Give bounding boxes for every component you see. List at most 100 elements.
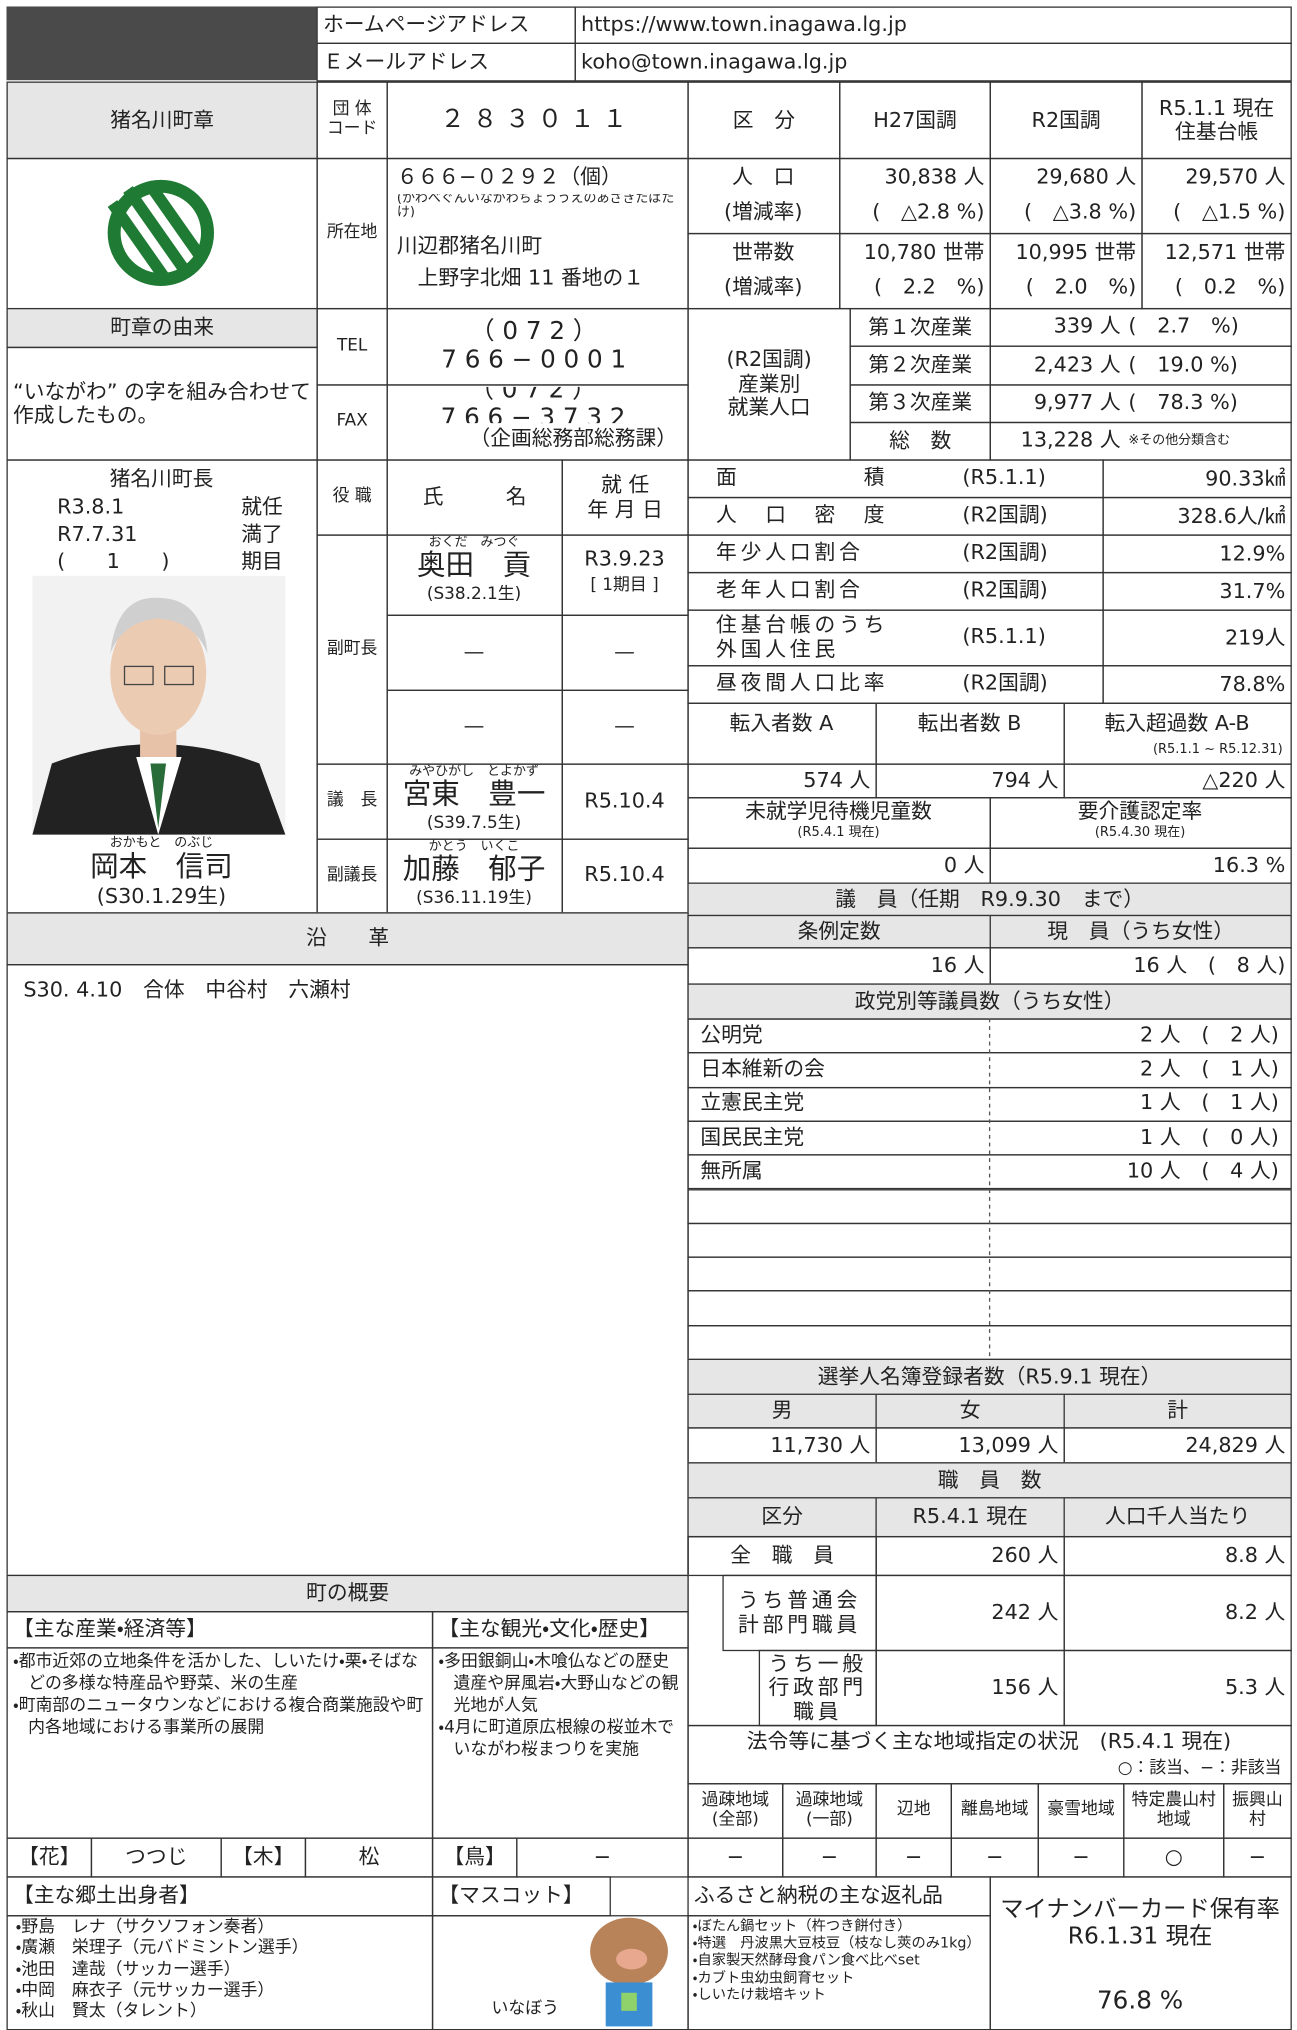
values: 13,099 人 [875,1427,1065,1464]
headers: 計 [1063,1393,1292,1429]
stats: 老年人口割合 [715,577,864,603]
cell [687,1188,1292,1224]
tel: （072）766−0001 [386,307,689,386]
terms: 就任 [241,494,283,520]
title: 政党別等議員数（うち女性） [687,983,1292,1020]
email: koho@town.inagawa.lg.jp [574,42,1292,82]
headers: 転入者数 A [729,710,834,735]
stats: (R2国調) [962,577,1048,603]
role: 副議長 [316,838,388,914]
date: — [614,713,635,738]
date: (R5.4.1 現在) [797,825,880,841]
birth: (S39.7.5生) [426,813,522,834]
title: 議 員（任期 R9.9.30 まで） [687,882,1292,917]
list-item: ・廣瀬 栄理子（元バドミントン選手） [15,1938,309,1959]
name: — [463,638,485,664]
rows: 全 職 員 [687,1535,877,1577]
list-item: ・ぼたん鍋セット（杵つき餅付き） [692,1917,912,1935]
title: 猪名川町長 [109,465,214,491]
rows: 第２次産業 [849,345,991,385]
headers: R5.1.1 現在 住基台帳 [1141,81,1292,160]
rows: 8.8 人 [1063,1535,1292,1577]
industry-label: 【主な産業・経済等】 [6,1611,434,1649]
list-item: ・中岡 麻衣子（元サッカー選手） [15,1980,275,2001]
list-item: ・池田 達哉（サッカー選手） [15,1959,241,1980]
headers: 女 [875,1393,1065,1429]
list-item: ・自家製天然酵母食パン食べ比べset [692,1951,920,1969]
value: 76.8 % [1096,1986,1184,2015]
date: R5.10.4 [584,862,665,887]
bird: − [516,1837,689,1878]
name: 宮東 豊一 [402,779,546,812]
rows: 無所属 [700,1158,763,1183]
list: ・多田銀銅山・木喰仏などの歴史遺産や屏風岩・大野山などの観光地が人気 ・4月に町道… [438,1652,682,1833]
fax-dept: （企画総務部総務課） [469,426,678,451]
code-label: 団 体 コード [316,81,388,160]
stats: 住基台帳のうち 外国人住民 [715,612,889,661]
name: 猪名川町 [68,28,255,74]
name: 奥田 貢 [416,550,532,583]
role: 議 長 [316,763,388,840]
list: S30. 4.10 合体 中谷村 六瀬村 [23,977,678,1559]
flower-label: 【花】 [6,1837,93,1878]
label: 要介護認定率 [1077,798,1203,824]
cell [687,1290,1292,1326]
headers: 人口千人当たり [1063,1497,1292,1538]
title: 職 員 数 [687,1462,1292,1499]
cells: ( 0.2 %) [1174,274,1286,300]
title: 法令等に基づく主な地域指定の状況 (R5.4.1 現在) [746,1728,1232,1754]
value: 16.3 % [989,847,1292,884]
cells: 10,780 世帯 [863,239,985,265]
rows: うち一般行政部門職員 [758,1649,877,1727]
headers: 区 分 [687,81,841,160]
name: 加藤 郁子 [402,854,546,887]
address-2: 上野字北畑 11 番地の１ [417,265,645,290]
cells: ( 2.2 %) [873,274,985,300]
birth: (S38.2.1生) [426,584,522,605]
rows: ※その他分類含む [1128,432,1231,448]
rows: 5.3 人 [1063,1649,1292,1727]
rows: 242 人 [875,1574,1065,1652]
cells: ( △3.8 %) [1023,199,1137,225]
quota: 16 人 [687,947,991,985]
values: 574 人 [687,763,877,799]
label: 人 口 [732,164,795,190]
rows: 156 人 [875,1649,1065,1727]
list-item: ・カブト虫幼虫飼育セット [692,1968,855,1986]
headers: 振興山村 [1223,1783,1292,1839]
rows: 339 人 [1053,313,1121,339]
title: 沿 革 [6,912,689,966]
date: (R5.4.30 現在) [1094,825,1186,841]
title: 選挙人名簿登録者数（R5.9.1 現在） [687,1358,1292,1395]
emblem-origin: “いながわ” の字を組み合わせて作成したもの。 [6,346,318,461]
list: ・野島 レナ（サクソフォン奏者） ・廣瀬 栄理子（元バドミントン選手） ・池田 達哉… [16,1918,428,2027]
cells: ( 2.0 %) [1025,274,1137,300]
label: 【主な郷土出身者】 [6,1876,434,1917]
address-label: 所在地 [316,157,388,310]
values: − [1037,1837,1125,1878]
rows: 1 人 ( 0 人) [1140,1124,1279,1149]
label: (R2国調) 産業別 就業人口 [687,307,851,461]
cell [687,1256,1292,1292]
stats: 90.33㎢ [1102,459,1292,499]
rows: 2 人 ( 1 人) [1140,1056,1279,1081]
headers: 役 職 [316,459,388,536]
headers: 転入超過数 A-B [1104,710,1250,735]
rows: 8.2 人 [1063,1574,1292,1652]
furigana: おかもと のぶじ [109,836,214,851]
headers: 豪雪地域 [1037,1783,1125,1839]
furigana: みやひがし とよかず [409,765,539,780]
values: 11,730 人 [687,1427,877,1464]
terms: ( 1 ) [57,549,170,574]
values: − [875,1837,952,1878]
list-item: ・多田銀銅山・木喰仏などの歴史遺産や屏風岩・大野山などの観光地が人気 [438,1652,679,1716]
cell [687,1324,1292,1360]
address-reading: (かわべぐんいながわちょううえのあざきたばたけ) [396,194,675,218]
stats: 年少人口割合 [715,539,864,565]
stats: (R2国調) [962,670,1048,696]
list-item: ・しいたけ栽培キット [692,1985,826,2003]
values: 24,829 人 [1063,1427,1292,1464]
values: − [1223,1837,1292,1878]
rows: 1 人 ( 1 人) [1140,1090,1279,1115]
